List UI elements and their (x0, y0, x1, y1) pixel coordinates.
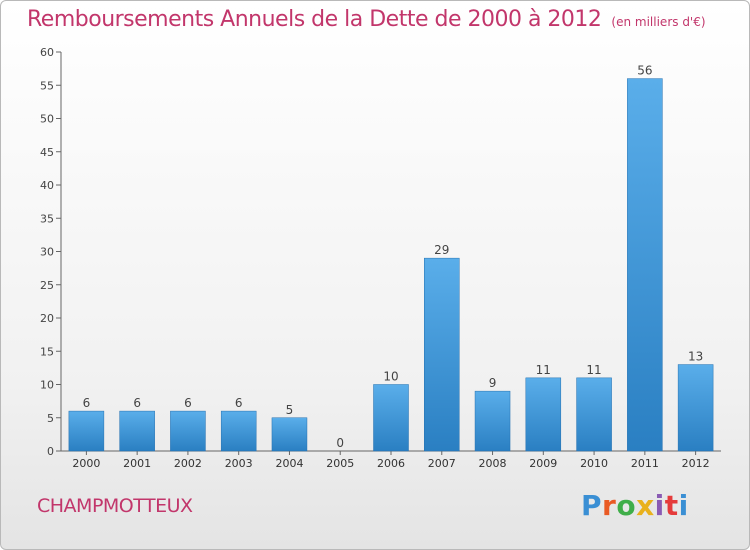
bar (576, 377, 612, 452)
commune-name: CHAMPMOTTEUX (37, 495, 193, 517)
y-tick-label: 35 (40, 212, 54, 225)
bar (373, 384, 409, 452)
x-tick-label: 2001 (123, 457, 151, 470)
bar (627, 78, 663, 452)
y-tick-label: 25 (40, 279, 54, 292)
x-tick-label: 2008 (479, 457, 507, 470)
data-label: 6 (133, 396, 141, 410)
x-tick-label: 2009 (529, 457, 557, 470)
data-label: 9 (489, 376, 497, 390)
x-tick-label: 2010 (580, 457, 608, 470)
logo-letter: t (664, 489, 679, 522)
x-tick-label: 2012 (682, 457, 710, 470)
y-tick-label: 20 (40, 312, 54, 325)
y-tick-label: 55 (40, 79, 54, 92)
bar (68, 410, 105, 452)
x-tick-label: 2002 (174, 457, 202, 470)
logo-letter: x (636, 489, 655, 522)
y-tick-label: 0 (47, 445, 54, 458)
logo-letter: i (678, 489, 689, 522)
x-tick-label: 2005 (326, 457, 354, 470)
bar (119, 410, 155, 452)
y-tick-label: 40 (40, 179, 54, 192)
data-label: 56 (637, 64, 652, 78)
x-tick-label: 2004 (275, 457, 303, 470)
x-tick-label: 2007 (428, 457, 456, 470)
x-tick-label: 2003 (225, 457, 253, 470)
title-unit: (en milliers d'€) (611, 15, 706, 29)
x-tick-label: 2011 (631, 457, 659, 470)
data-label: 0 (336, 436, 344, 450)
y-tick-label: 50 (40, 113, 54, 126)
data-label: 13 (688, 350, 703, 364)
data-label: 11 (586, 363, 601, 377)
logo-letter: o (616, 489, 637, 522)
data-label: 6 (184, 396, 192, 410)
logo-letter: i (654, 489, 665, 522)
y-tick-label: 45 (40, 146, 54, 159)
title-text: Remboursements Annuels de la Dette de 20… (27, 7, 602, 32)
data-label: 6 (83, 396, 91, 410)
data-label: 29 (434, 243, 449, 257)
bar (424, 257, 460, 452)
y-tick-label: 60 (40, 46, 54, 59)
bar (525, 377, 562, 452)
bar (474, 390, 511, 452)
data-label: 6 (235, 396, 243, 410)
logo-letter: P (581, 489, 603, 522)
bar (170, 410, 206, 452)
data-label: 10 (383, 370, 398, 384)
bar (220, 410, 257, 452)
bar (271, 417, 308, 452)
y-tick-label: 10 (40, 379, 54, 392)
logo-letter: r (602, 489, 617, 522)
x-tick-label: 2006 (377, 457, 405, 470)
bar (677, 364, 714, 452)
data-label: 11 (536, 363, 551, 377)
proxiti-logo: Proxiti (581, 489, 689, 522)
chart-title: Remboursements Annuels de la Dette de 20… (27, 7, 706, 32)
y-tick-label: 5 (47, 412, 54, 425)
data-label: 5 (286, 403, 294, 417)
x-tick-label: 2000 (72, 457, 100, 470)
y-tick-label: 30 (40, 246, 54, 259)
y-tick-label: 15 (40, 345, 54, 358)
